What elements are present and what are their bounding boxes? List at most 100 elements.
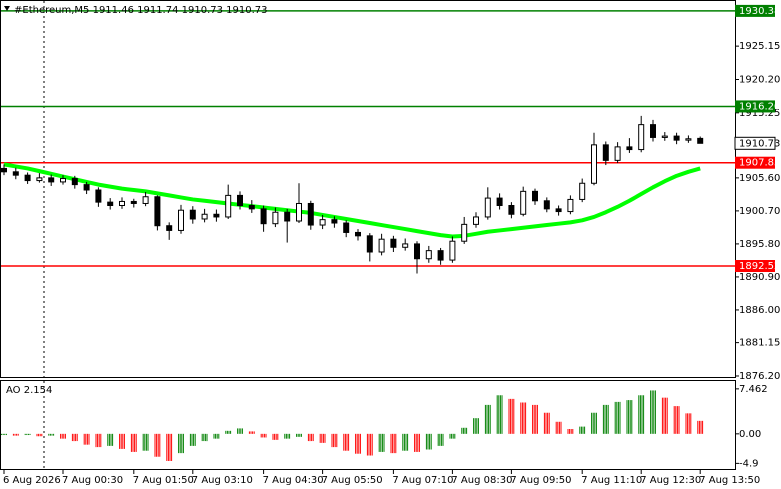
candle-body — [614, 146, 621, 161]
candle-body — [555, 208, 562, 213]
x-tick-label: 7 Aug 12:30 — [640, 475, 701, 486]
candle-body — [355, 231, 361, 237]
candle-body — [602, 144, 609, 161]
candle-body — [567, 198, 574, 213]
candle-body — [437, 250, 444, 261]
candle-body — [260, 208, 267, 225]
level-label-box — [735, 260, 775, 273]
candle-body — [189, 209, 196, 220]
candle-body — [414, 243, 420, 260]
candle-body — [520, 190, 527, 215]
candle-body — [343, 222, 350, 233]
y-tick-label: -4.9 — [739, 458, 759, 469]
candle-body — [24, 174, 31, 182]
candle-body — [626, 146, 633, 151]
level-label: 1930.38 — [739, 6, 780, 17]
y-tick-label: 0.00 — [739, 429, 761, 440]
candle-body — [307, 202, 314, 226]
candle-body — [532, 190, 538, 202]
y-tick-label: 1925.15 — [739, 41, 780, 52]
candle-body — [579, 182, 586, 200]
main-frame — [0, 0, 736, 378]
y-tick-label: 1920.20 — [739, 74, 780, 85]
y-tick-label: 1915.25 — [739, 108, 780, 119]
candle-body — [685, 138, 692, 141]
candle-body — [661, 135, 668, 138]
candle-body — [650, 124, 656, 138]
candle-body — [390, 238, 397, 248]
moving-average — [3, 162, 701, 239]
x-tick-label: 7 Aug 08:30 — [451, 475, 512, 486]
symbol-icon — [4, 6, 10, 11]
candle-body — [201, 213, 208, 220]
candle-body — [166, 225, 173, 231]
candle-body — [48, 177, 55, 183]
y-tick-label: 1905.60 — [739, 173, 780, 184]
x-tick-label: 7 Aug 03:10 — [192, 475, 253, 486]
y-tick-label: 1895.80 — [739, 239, 780, 250]
x-tick-label: 7 Aug 07:10 — [392, 475, 453, 486]
candle-body — [71, 178, 78, 186]
candle-body — [225, 194, 232, 218]
candle-body — [402, 243, 409, 248]
candle-body — [142, 196, 149, 204]
candle-body — [213, 213, 220, 218]
candle-body — [673, 135, 680, 141]
candle-body — [697, 137, 704, 144]
candle-body — [461, 223, 468, 242]
y-tick-label: 7.462 — [739, 384, 768, 395]
candle-body — [331, 219, 338, 224]
candle-body — [366, 235, 373, 253]
last-price-label: 1910.73 — [739, 138, 780, 149]
candle-body — [508, 204, 515, 215]
level-label-box — [735, 4, 775, 17]
chart-title: #Ethereum,M5 1911.46 1911.74 1910.73 191… — [14, 5, 268, 16]
x-tick-label: 6 Aug 2026 — [3, 475, 61, 486]
candle-body — [272, 211, 279, 225]
candle-body — [473, 216, 479, 225]
candle-body — [248, 204, 255, 210]
y-tick-label: 1886.00 — [739, 305, 780, 316]
level-label: 1892.52 — [739, 261, 780, 272]
candle-body — [154, 196, 161, 227]
candle-body — [638, 124, 645, 151]
candle-body — [119, 200, 125, 206]
candle-body — [107, 201, 114, 206]
candle-body — [1, 167, 7, 173]
x-tick-label: 7 Aug 05:50 — [322, 475, 383, 486]
x-tick-label: 7 Aug 04:30 — [263, 475, 324, 486]
last-price-box — [734, 136, 776, 150]
candle-body — [484, 197, 491, 218]
candle-body — [319, 219, 326, 226]
y-tick-label: 1881.15 — [739, 338, 780, 349]
y-tick-label: 1876.20 — [739, 371, 780, 382]
candle-body — [237, 194, 243, 206]
candle-body — [284, 211, 291, 222]
candle-body — [378, 238, 385, 253]
x-tick-label: 7 Aug 11:10 — [581, 475, 642, 486]
candle-body — [95, 189, 102, 203]
x-tick-label: 7 Aug 09:50 — [510, 475, 571, 486]
candle-body — [449, 240, 456, 261]
level-label: 1907.85 — [739, 158, 780, 169]
x-tick-label: 7 Aug 00:30 — [62, 475, 123, 486]
candle-body — [425, 250, 432, 260]
candle-body — [12, 171, 19, 176]
plot-layer — [1, 10, 735, 461]
y-tick-label: 1890.90 — [739, 272, 780, 283]
ao-frame — [0, 380, 736, 470]
level-label-box — [735, 100, 775, 113]
candle-body — [130, 200, 137, 204]
x-tick-label: 7 Aug 01:50 — [133, 475, 194, 486]
x-tick-label: 7 Aug 13:50 — [699, 475, 760, 486]
candle-body — [496, 197, 503, 206]
y-tick-label: 1900.70 — [739, 206, 780, 217]
candle-body — [83, 184, 90, 191]
level-label: 1916.20 — [739, 101, 780, 112]
candle-body — [36, 177, 43, 182]
candle-body — [60, 178, 66, 183]
candle-body — [543, 200, 550, 210]
candle-body — [591, 144, 597, 184]
level-label-box — [735, 156, 775, 169]
